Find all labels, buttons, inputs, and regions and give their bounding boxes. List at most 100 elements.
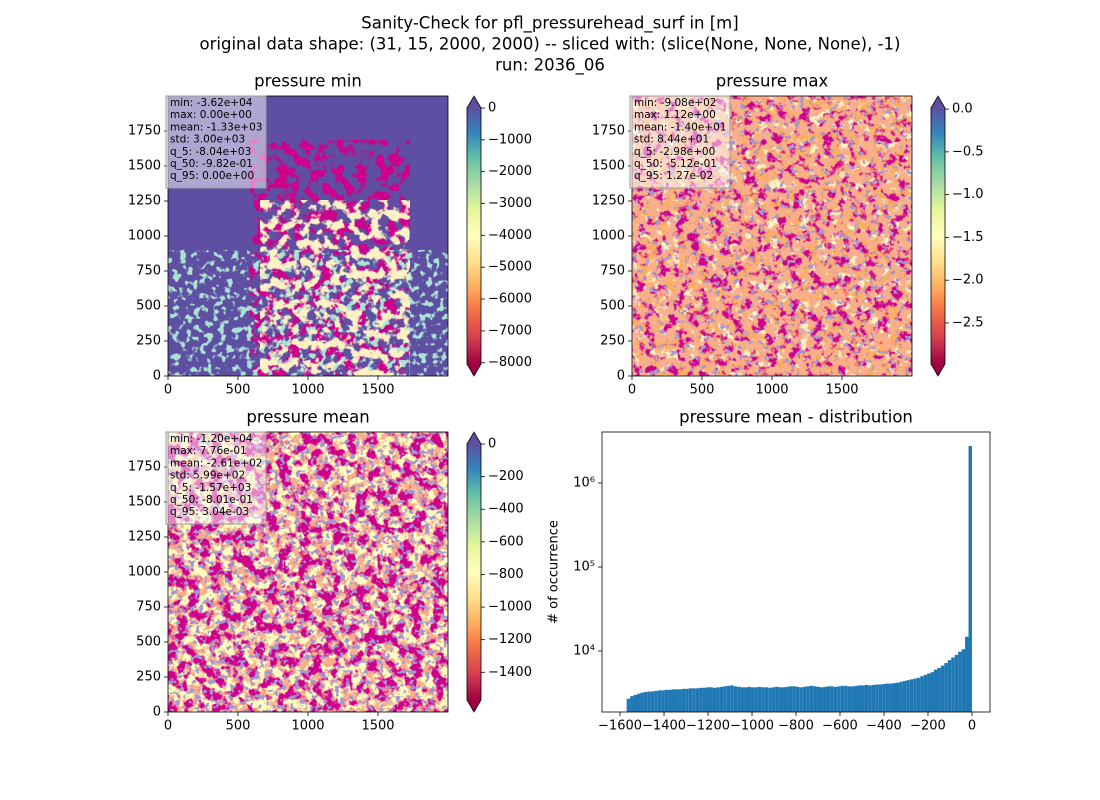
- histogram-bar: [958, 651, 962, 712]
- y-tick-label: 1500: [128, 495, 161, 510]
- stats-line: mean: -1.33e+03: [170, 121, 262, 133]
- histogram-bar: [747, 686, 751, 712]
- colorbar-tick-label: −6000: [488, 292, 532, 307]
- stats-box: [165, 431, 267, 525]
- y-tick-label: 750: [600, 264, 625, 279]
- histogram-bar: [968, 446, 972, 712]
- y-tick-label: 500: [136, 635, 161, 650]
- colorbar-tick-label: −1000: [488, 132, 532, 147]
- axes-title: pressure mean - distribution: [679, 408, 913, 427]
- histogram-bar: [944, 663, 948, 712]
- y-tick-label: 250: [600, 334, 625, 349]
- histogram-bar: [937, 667, 941, 712]
- x-tick-label: −1000: [730, 719, 774, 734]
- stats-line: min: -3.62e+04: [170, 97, 253, 109]
- stats-box: [629, 95, 731, 189]
- histogram-bar: [768, 687, 772, 712]
- colorbar-tick-label: 0: [488, 437, 496, 452]
- axes-title: pressure min: [254, 72, 362, 91]
- stats-line: max: 7.76e-01: [170, 445, 247, 457]
- colorbar-tick-label: −2.5: [952, 315, 984, 330]
- histogram-bar: [895, 682, 900, 712]
- colorbar-extend: [931, 96, 945, 108]
- x-tick-label: −1200: [686, 719, 730, 734]
- histogram-bar: [723, 686, 727, 712]
- colorbar-tick-label: −1200: [488, 632, 532, 647]
- histogram-bar: [847, 686, 852, 712]
- y-tick-label: 1000: [128, 565, 161, 580]
- figure-title: run: 2036_06: [495, 56, 605, 76]
- x-tick-label: 0: [968, 719, 976, 734]
- histogram-bar: [792, 686, 796, 712]
- x-tick-label: 1500: [825, 383, 858, 398]
- histogram-bar: [837, 686, 841, 712]
- colorbar-tick-label: −3000: [488, 196, 532, 211]
- colorbar-extend: [931, 364, 945, 376]
- histogram-bar: [757, 686, 762, 712]
- colorbar-tick-label: −7000: [488, 323, 532, 338]
- x-tick-label: 500: [226, 719, 251, 734]
- axes-title: pressure mean: [246, 408, 369, 427]
- x-tick-label: 1000: [291, 383, 324, 398]
- stats-line: q_95: 0.00e+00: [170, 170, 254, 182]
- histogram-bar: [785, 686, 789, 712]
- histogram-bar: [854, 685, 859, 712]
- stats-line: q_5: -2.98e+00: [634, 146, 715, 158]
- y-tick-label: 0: [153, 369, 161, 384]
- histogram-bar: [875, 684, 879, 712]
- colorbar: [931, 108, 945, 364]
- histogram-bar: [813, 686, 817, 712]
- colorbar-tick-label: −5000: [488, 260, 532, 275]
- histogram-bar: [744, 687, 748, 712]
- histogram-bar: [688, 688, 693, 712]
- colorbar-tick-label: 0.0: [952, 102, 973, 117]
- histogram-bar: [878, 684, 883, 712]
- stats-line: q_50: -8.01e-01: [170, 494, 253, 506]
- histogram-bar: [678, 689, 682, 712]
- y-tick-label: 750: [136, 600, 161, 615]
- x-tick-label: −200: [910, 719, 946, 734]
- histogram-bar: [712, 687, 717, 712]
- stats-line: q_5: -8.04e+03: [170, 146, 251, 158]
- histogram-bar: [685, 688, 689, 712]
- histogram-bar: [940, 665, 945, 712]
- histogram-bar: [668, 689, 672, 712]
- x-tick-label: −1400: [642, 719, 686, 734]
- histogram-bar: [740, 687, 745, 712]
- x-tick-label: 1000: [755, 383, 788, 398]
- x-tick-label: −1600: [598, 719, 642, 734]
- histogram-bar: [750, 687, 755, 712]
- histogram-bar: [961, 649, 966, 712]
- histogram-bar: [930, 672, 934, 712]
- colorbar-tick-label: −1.0: [952, 187, 984, 202]
- histogram-bar: [864, 684, 869, 712]
- histogram-bar: [650, 691, 655, 712]
- histogram-bar: [692, 688, 696, 712]
- histogram-bar: [716, 687, 720, 712]
- histogram-bar: [788, 686, 793, 712]
- histogram-bar: [826, 686, 831, 712]
- histogram-bar: [636, 693, 641, 712]
- histogram-bar: [840, 685, 845, 712]
- colorbar: [467, 444, 481, 700]
- stats-line: q_95: 3.04e-03: [170, 506, 249, 518]
- y-tick-label: 1500: [592, 159, 625, 174]
- histogram-bar: [833, 686, 838, 712]
- colorbar-tick-label: −1400: [488, 665, 532, 680]
- heatmap-image: [168, 96, 448, 376]
- colorbar-extend: [467, 96, 481, 108]
- colorbar-tick-label: −800: [488, 567, 524, 582]
- stats-line: std: 3.00e+03: [170, 134, 245, 146]
- colorbar-outline: [466, 431, 482, 713]
- y-axis-label: # of occurrence: [547, 520, 562, 624]
- histogram-bar: [965, 636, 969, 712]
- y-tick-label: 10⁴: [573, 644, 595, 659]
- histogram-bar: [844, 685, 848, 712]
- heatmap-image: [632, 96, 912, 376]
- stats-line: q_50: -5.12e-01: [634, 158, 717, 170]
- histogram-bar: [664, 689, 669, 712]
- histogram-bar: [816, 686, 821, 712]
- stats-line: max: 0.00e+00: [170, 109, 252, 121]
